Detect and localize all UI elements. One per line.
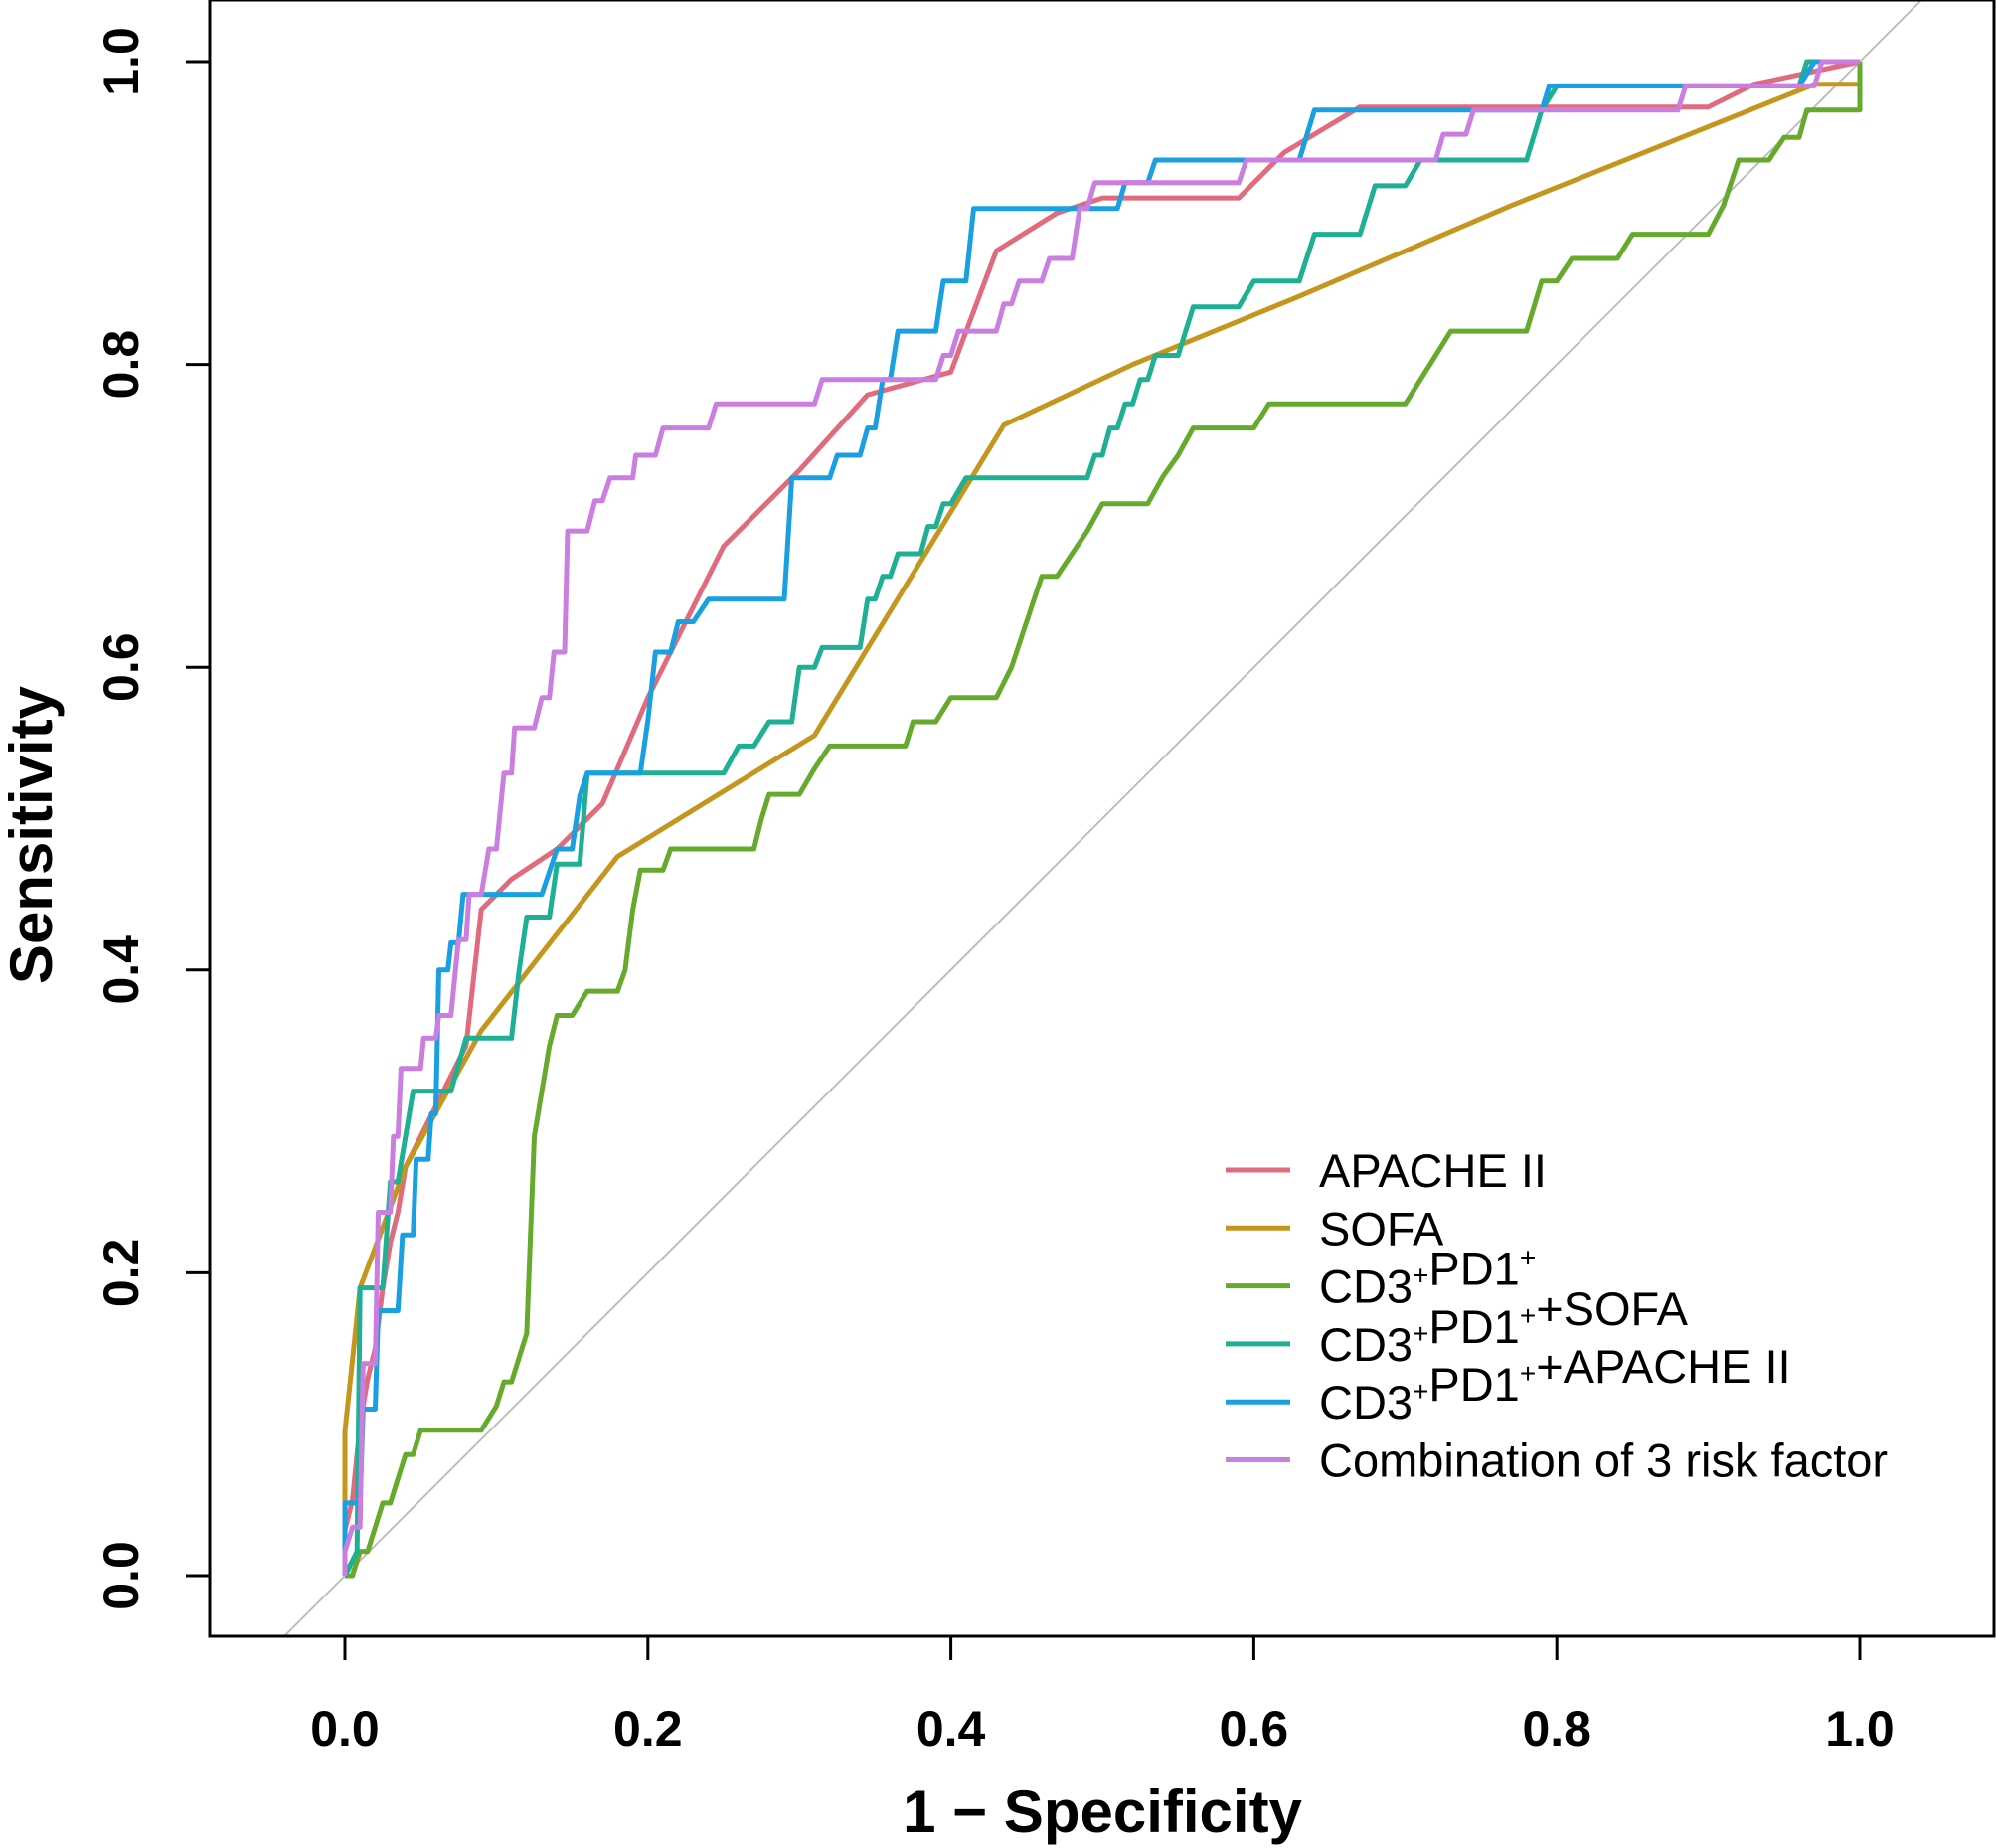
- series-line-5: [342, 59, 1860, 1576]
- x-tick-label: 1.0: [1825, 1701, 1895, 1757]
- y-tick-label: 0.8: [93, 330, 149, 400]
- y-tick-label: 0.0: [93, 1541, 149, 1610]
- legend-label: SOFA: [1319, 1202, 1444, 1255]
- x-tick-label: 0.8: [1522, 1701, 1591, 1757]
- reference-diagonal: [282, 0, 1923, 1636]
- legend: APACHE IISOFACD3+PD1+CD3+PD1++SOFACD3+PD…: [1226, 1144, 1888, 1487]
- y-tick-label: 0.4: [93, 935, 149, 1005]
- y-tick-label: 1.0: [93, 27, 149, 96]
- x-tick-label: 0.2: [613, 1701, 683, 1757]
- x-tick-label: 0.6: [1220, 1701, 1289, 1757]
- legend-label: CD3+PD1+: [1319, 1243, 1536, 1313]
- x-axis: 0.0 0.2 0.4 0.6 0.8 1.0: [310, 1634, 1895, 1757]
- y-tick-label: 0.6: [93, 632, 149, 702]
- y-axis: 0.0 0.2 0.4 0.6 0.8 1.0: [93, 27, 212, 1610]
- y-tick-label: 0.2: [93, 1239, 149, 1308]
- legend-label: APACHE II: [1319, 1144, 1547, 1197]
- legend-label: CD3+PD1++APACHE II: [1319, 1340, 1791, 1428]
- legend-label: Combination of 3 risk factor: [1319, 1434, 1888, 1487]
- x-tick-label: 0.0: [310, 1701, 380, 1757]
- series-line-3: [345, 62, 1863, 1579]
- y-axis-title: Sensitivity: [0, 685, 65, 984]
- legend-label: CD3+PD1++SOFA: [1319, 1282, 1689, 1371]
- series-line-4: [342, 59, 1860, 1578]
- series-line-6: [342, 59, 1860, 1576]
- x-axis-title: 1 − Specificity: [903, 1778, 1302, 1845]
- x-tick-label: 0.4: [916, 1701, 986, 1757]
